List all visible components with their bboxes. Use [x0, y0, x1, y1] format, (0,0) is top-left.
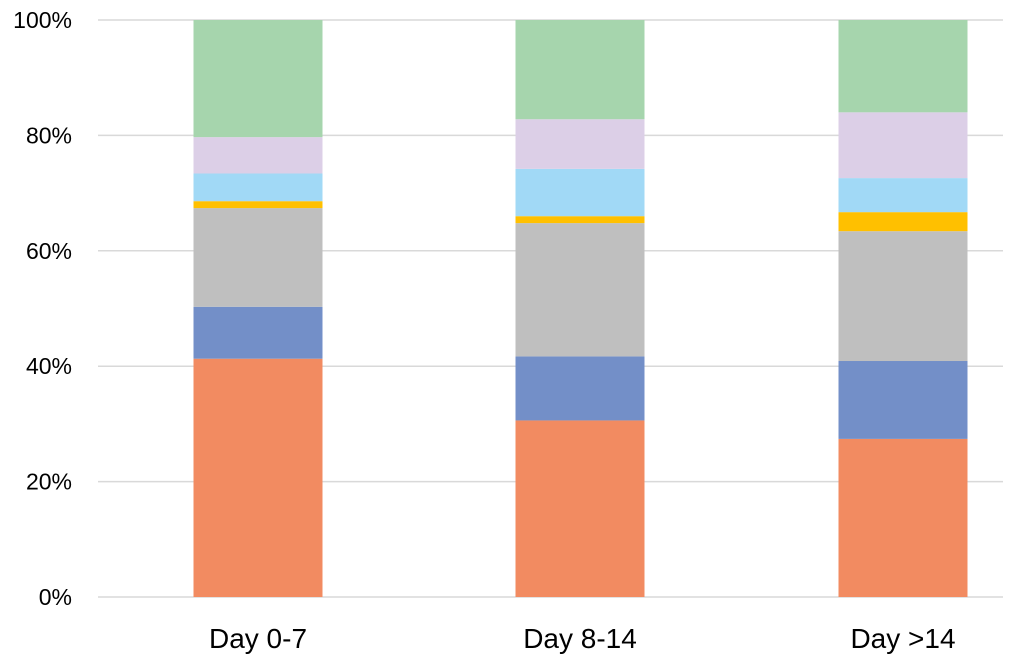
bar-segment [193, 306, 323, 359]
x-category-label: Day 0-7 [209, 623, 307, 654]
bar-segment [515, 420, 645, 597]
bar-segment [838, 212, 968, 232]
bar-stacks [193, 20, 968, 597]
bar-segment [193, 208, 323, 307]
bar-segment [515, 119, 645, 169]
bar-segment [193, 20, 323, 138]
bar-segment [515, 356, 645, 421]
bar-stack [838, 20, 968, 597]
x-category-label: Day 8-14 [523, 623, 637, 654]
x-axis-category-labels: Day 0-7 Day 8-14 Day >14 [209, 623, 956, 654]
bar-segment [515, 223, 645, 357]
y-tick-label: 0% [39, 584, 72, 610]
bar-segment [838, 361, 968, 439]
bar-segment [515, 216, 645, 224]
y-tick-label: 60% [26, 238, 72, 264]
bar-segment [515, 168, 645, 217]
y-tick-label: 80% [26, 122, 72, 148]
bar-segment [838, 231, 968, 362]
y-tick-label: 100% [13, 7, 72, 33]
x-category-label: Day >14 [850, 623, 955, 654]
bar-stack [515, 20, 645, 597]
bar-stack [193, 20, 323, 597]
y-tick-label: 40% [26, 353, 72, 379]
y-tick-label: 20% [26, 469, 72, 495]
bar-segment [838, 20, 968, 113]
bar-segment [838, 438, 968, 597]
bar-segment [838, 112, 968, 179]
y-axis-tick-labels: 0% 20% 40% 60% 80% 100% [13, 7, 72, 610]
bar-segment [193, 201, 323, 209]
bar-segment [193, 173, 323, 202]
bar-segment [193, 137, 323, 174]
bar-segment [193, 358, 323, 597]
bar-segment [515, 20, 645, 120]
bar-segment [838, 178, 968, 213]
